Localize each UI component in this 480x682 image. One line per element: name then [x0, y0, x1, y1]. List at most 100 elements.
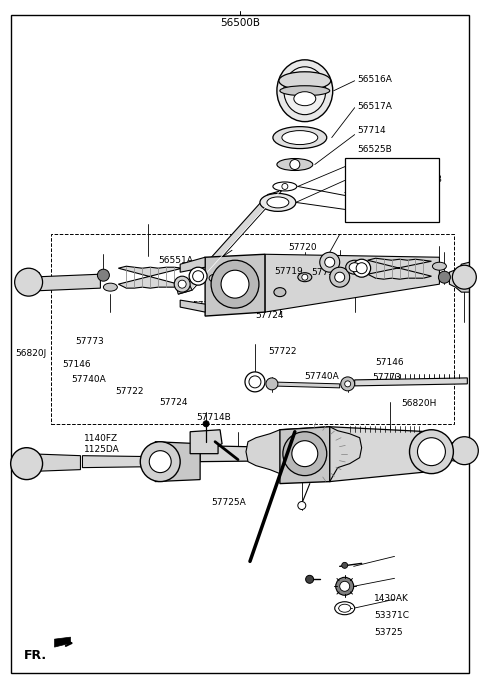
Ellipse shape: [260, 194, 296, 211]
Circle shape: [149, 451, 171, 473]
Ellipse shape: [274, 288, 286, 297]
Circle shape: [335, 272, 345, 282]
Ellipse shape: [245, 372, 265, 392]
Ellipse shape: [294, 91, 316, 106]
Text: 1140FZ: 1140FZ: [84, 434, 119, 443]
Ellipse shape: [349, 263, 360, 271]
Polygon shape: [178, 190, 282, 294]
Text: 56510B: 56510B: [408, 175, 443, 183]
Circle shape: [438, 271, 450, 283]
Polygon shape: [155, 442, 200, 481]
Text: 57725A: 57725A: [211, 499, 246, 507]
Text: 57724: 57724: [255, 311, 284, 320]
Circle shape: [292, 441, 318, 466]
Polygon shape: [268, 382, 340, 388]
Ellipse shape: [189, 267, 207, 285]
Circle shape: [325, 257, 335, 267]
Polygon shape: [205, 254, 265, 316]
Polygon shape: [355, 378, 468, 386]
Text: 1430AK: 1430AK: [374, 593, 409, 603]
Polygon shape: [180, 257, 205, 272]
Ellipse shape: [282, 131, 318, 145]
Text: 56820H: 56820H: [402, 399, 437, 408]
Ellipse shape: [267, 197, 289, 208]
Text: 56551C: 56551C: [357, 158, 392, 167]
Polygon shape: [444, 440, 469, 462]
Ellipse shape: [103, 283, 117, 291]
Circle shape: [140, 442, 180, 481]
Text: 57724: 57724: [159, 398, 188, 406]
Ellipse shape: [277, 60, 333, 121]
Ellipse shape: [335, 602, 355, 614]
Circle shape: [97, 269, 109, 281]
Polygon shape: [200, 446, 390, 462]
Ellipse shape: [280, 86, 330, 95]
Circle shape: [290, 160, 300, 170]
Bar: [345, 158, 439, 222]
Text: 56517A: 56517A: [357, 102, 392, 111]
Text: 57722: 57722: [116, 387, 144, 396]
Circle shape: [266, 378, 278, 390]
Ellipse shape: [192, 271, 204, 282]
Circle shape: [340, 581, 350, 591]
Text: 56820J: 56820J: [15, 349, 46, 358]
Polygon shape: [83, 456, 155, 468]
Text: 53725: 53725: [374, 627, 403, 636]
Text: 57773: 57773: [372, 373, 401, 382]
Text: 56516A: 56516A: [357, 75, 392, 84]
Text: 57722: 57722: [269, 347, 297, 357]
Circle shape: [336, 578, 354, 595]
Text: 56551A: 56551A: [158, 256, 193, 265]
Polygon shape: [190, 430, 222, 454]
Ellipse shape: [209, 274, 221, 282]
Polygon shape: [180, 300, 205, 312]
Ellipse shape: [432, 262, 446, 270]
Polygon shape: [29, 274, 100, 291]
Circle shape: [302, 274, 308, 280]
Polygon shape: [265, 254, 439, 312]
Text: 57280: 57280: [149, 462, 178, 471]
Circle shape: [452, 265, 476, 289]
Polygon shape: [449, 262, 469, 292]
Circle shape: [345, 381, 351, 387]
Polygon shape: [280, 427, 330, 484]
Text: 57710C: 57710C: [290, 475, 325, 484]
Circle shape: [11, 447, 43, 479]
Ellipse shape: [277, 158, 313, 170]
Circle shape: [342, 563, 348, 568]
Text: 57773: 57773: [75, 336, 104, 346]
Polygon shape: [368, 258, 432, 279]
Polygon shape: [119, 266, 182, 288]
Ellipse shape: [284, 67, 326, 115]
Polygon shape: [246, 427, 361, 481]
Polygon shape: [176, 282, 192, 294]
Circle shape: [341, 377, 355, 391]
Polygon shape: [210, 272, 350, 282]
Circle shape: [298, 501, 306, 509]
Text: 57740A: 57740A: [72, 374, 106, 383]
Circle shape: [409, 430, 454, 473]
Circle shape: [450, 436, 478, 464]
Circle shape: [282, 183, 288, 190]
Circle shape: [418, 438, 445, 466]
Text: 57714: 57714: [357, 125, 386, 134]
Circle shape: [221, 270, 249, 298]
Text: 1125DA: 1125DA: [84, 445, 120, 454]
Ellipse shape: [298, 273, 312, 282]
Circle shape: [203, 421, 209, 427]
Circle shape: [178, 280, 186, 288]
Circle shape: [174, 276, 190, 292]
Circle shape: [320, 252, 340, 272]
Polygon shape: [330, 427, 430, 481]
Circle shape: [15, 268, 43, 296]
Ellipse shape: [249, 376, 261, 388]
Ellipse shape: [273, 127, 327, 149]
Ellipse shape: [356, 263, 367, 273]
Text: 57740A: 57740A: [304, 372, 339, 381]
Text: 57146: 57146: [62, 359, 91, 368]
Text: 57714B: 57714B: [192, 301, 227, 310]
Ellipse shape: [273, 182, 297, 191]
Circle shape: [211, 261, 259, 308]
Text: 57719: 57719: [275, 267, 303, 276]
Polygon shape: [26, 454, 81, 472]
